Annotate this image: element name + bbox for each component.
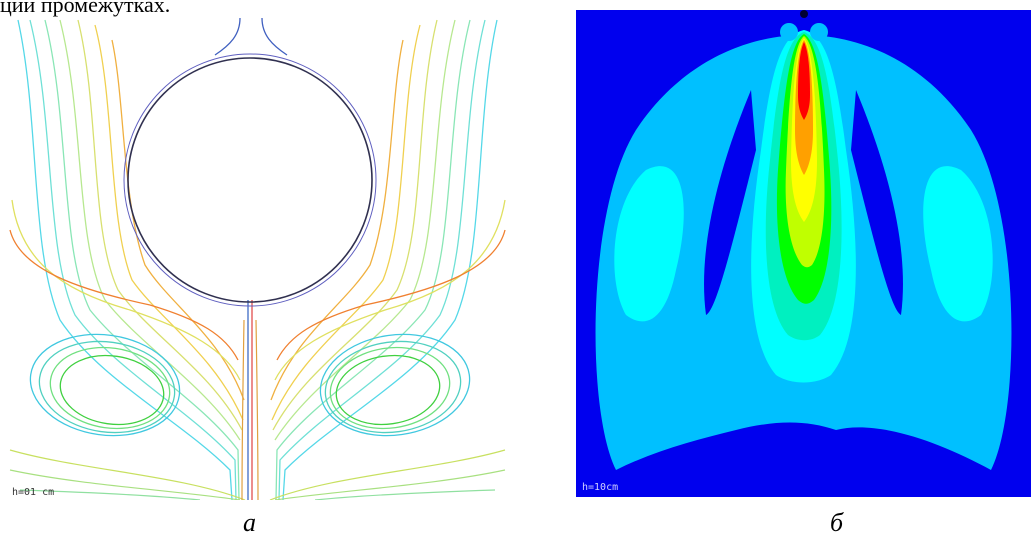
vortex-right	[319, 333, 471, 437]
panel-a-label: h=01 cm	[12, 487, 54, 498]
streamline-plot: h=01 cm	[9, 17, 506, 500]
top-knob-right	[810, 23, 828, 41]
central-streamlines	[241, 300, 259, 500]
top-point	[800, 10, 808, 18]
panel-b-label: h=10cm	[582, 482, 618, 493]
vortex-left	[29, 333, 181, 437]
streamlines-bottom	[9, 449, 506, 500]
contour-lobe-left	[614, 166, 684, 322]
cylinder-outline	[127, 57, 373, 303]
caption-b: б	[830, 508, 844, 537]
streamlines-right	[270, 19, 506, 500]
streamlines-left	[9, 19, 245, 500]
contour-plot: h=10cm	[576, 10, 1031, 497]
contour-lobe-right	[923, 166, 993, 322]
contour-slot-left	[704, 90, 756, 315]
cylinder-outer-ring	[123, 53, 377, 307]
caption-a: а	[243, 508, 256, 537]
stem-lines	[214, 17, 288, 56]
contour-slot-right	[851, 90, 903, 315]
header-text-fragment: ции промежутках.	[0, 0, 171, 17]
top-knob-left	[780, 23, 798, 41]
plume-red	[798, 42, 810, 120]
